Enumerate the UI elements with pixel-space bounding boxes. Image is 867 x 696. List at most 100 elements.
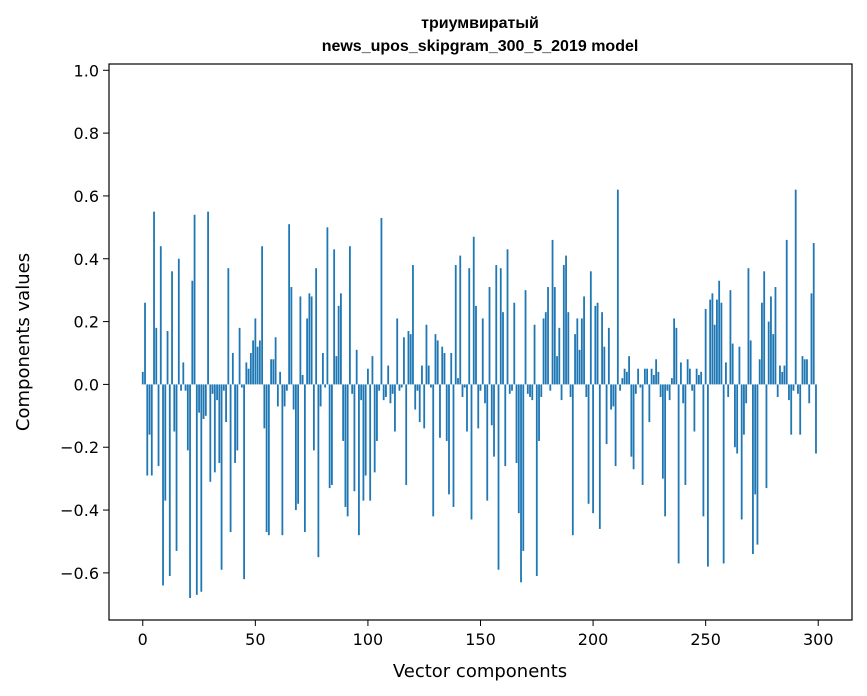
x-tick-label: 200 — [578, 630, 609, 649]
bar — [452, 384, 455, 507]
bar — [637, 368, 640, 385]
bar — [558, 327, 561, 385]
bar — [213, 384, 216, 473]
y-tick-label: −0.4 — [60, 501, 99, 520]
bar — [200, 384, 203, 592]
bar — [353, 384, 356, 492]
bar — [367, 368, 369, 385]
bar — [468, 268, 471, 385]
bar — [562, 265, 565, 385]
bar — [797, 384, 799, 394]
bar — [484, 384, 486, 404]
bar — [711, 293, 714, 385]
bar — [141, 371, 144, 385]
bar — [184, 384, 187, 391]
bar — [308, 293, 311, 385]
bar — [414, 384, 417, 410]
bar — [526, 384, 529, 394]
bar — [538, 384, 540, 441]
bar — [677, 384, 680, 564]
y-tick-label: −0.6 — [60, 564, 99, 583]
bar — [533, 324, 536, 385]
bar — [756, 384, 759, 545]
bar — [175, 384, 178, 551]
bar — [267, 384, 270, 536]
bar — [736, 384, 739, 454]
bar — [270, 359, 273, 385]
bar — [346, 384, 349, 517]
bar — [794, 189, 797, 385]
bar — [168, 384, 171, 577]
bar — [594, 305, 597, 385]
bar — [634, 384, 637, 394]
bar — [362, 384, 365, 501]
bar — [349, 246, 351, 385]
bar — [173, 384, 176, 432]
bar — [258, 340, 261, 385]
bar — [517, 384, 520, 514]
bar — [394, 384, 396, 432]
bar — [423, 384, 426, 429]
bar — [290, 287, 293, 385]
x-tick-label: 50 — [245, 630, 265, 649]
bar — [790, 384, 793, 435]
bar — [592, 384, 594, 514]
bar — [209, 384, 212, 482]
bar — [743, 384, 745, 435]
x-axis-ticks: 0 50 100 150 200 250 300 — [138, 620, 834, 649]
bar — [488, 287, 491, 385]
bar — [288, 224, 291, 385]
bar — [432, 384, 435, 517]
bar — [682, 384, 685, 404]
bars-group — [141, 189, 817, 599]
bar — [222, 384, 225, 391]
bar — [191, 280, 194, 385]
bar — [436, 340, 439, 385]
bar — [227, 268, 230, 385]
bar — [306, 318, 309, 385]
bar — [643, 368, 646, 385]
bar — [254, 318, 257, 385]
bar — [391, 384, 394, 394]
bar — [632, 384, 635, 470]
y-tick-label: −0.2 — [60, 438, 99, 457]
bar — [148, 384, 151, 435]
bar — [700, 371, 703, 385]
bar — [765, 384, 768, 489]
bar — [376, 384, 378, 441]
bar — [479, 384, 482, 391]
bar — [540, 384, 543, 397]
bar — [400, 384, 403, 388]
bar — [358, 384, 360, 536]
bar — [409, 334, 412, 385]
bar — [198, 384, 200, 413]
bar — [355, 349, 358, 385]
bar — [340, 293, 342, 385]
bar — [261, 246, 263, 385]
bar — [666, 384, 669, 391]
bar — [326, 227, 329, 385]
bar — [342, 384, 345, 441]
bar — [707, 384, 709, 567]
bar — [434, 334, 437, 385]
bar — [661, 384, 664, 479]
bar — [520, 384, 522, 583]
bar — [718, 280, 721, 385]
bar — [265, 384, 268, 533]
bar — [614, 384, 617, 467]
bar — [619, 384, 621, 391]
bar — [675, 327, 678, 385]
bar — [565, 255, 567, 385]
bar — [344, 384, 347, 507]
bar — [331, 384, 333, 485]
x-tick-label: 250 — [690, 630, 721, 649]
bar — [279, 371, 282, 385]
bar — [382, 384, 385, 401]
bar — [770, 296, 772, 385]
bar — [758, 359, 761, 385]
bar — [243, 384, 245, 580]
bar — [236, 384, 239, 451]
bar — [499, 268, 502, 385]
bar — [720, 302, 723, 385]
bar — [159, 246, 162, 385]
